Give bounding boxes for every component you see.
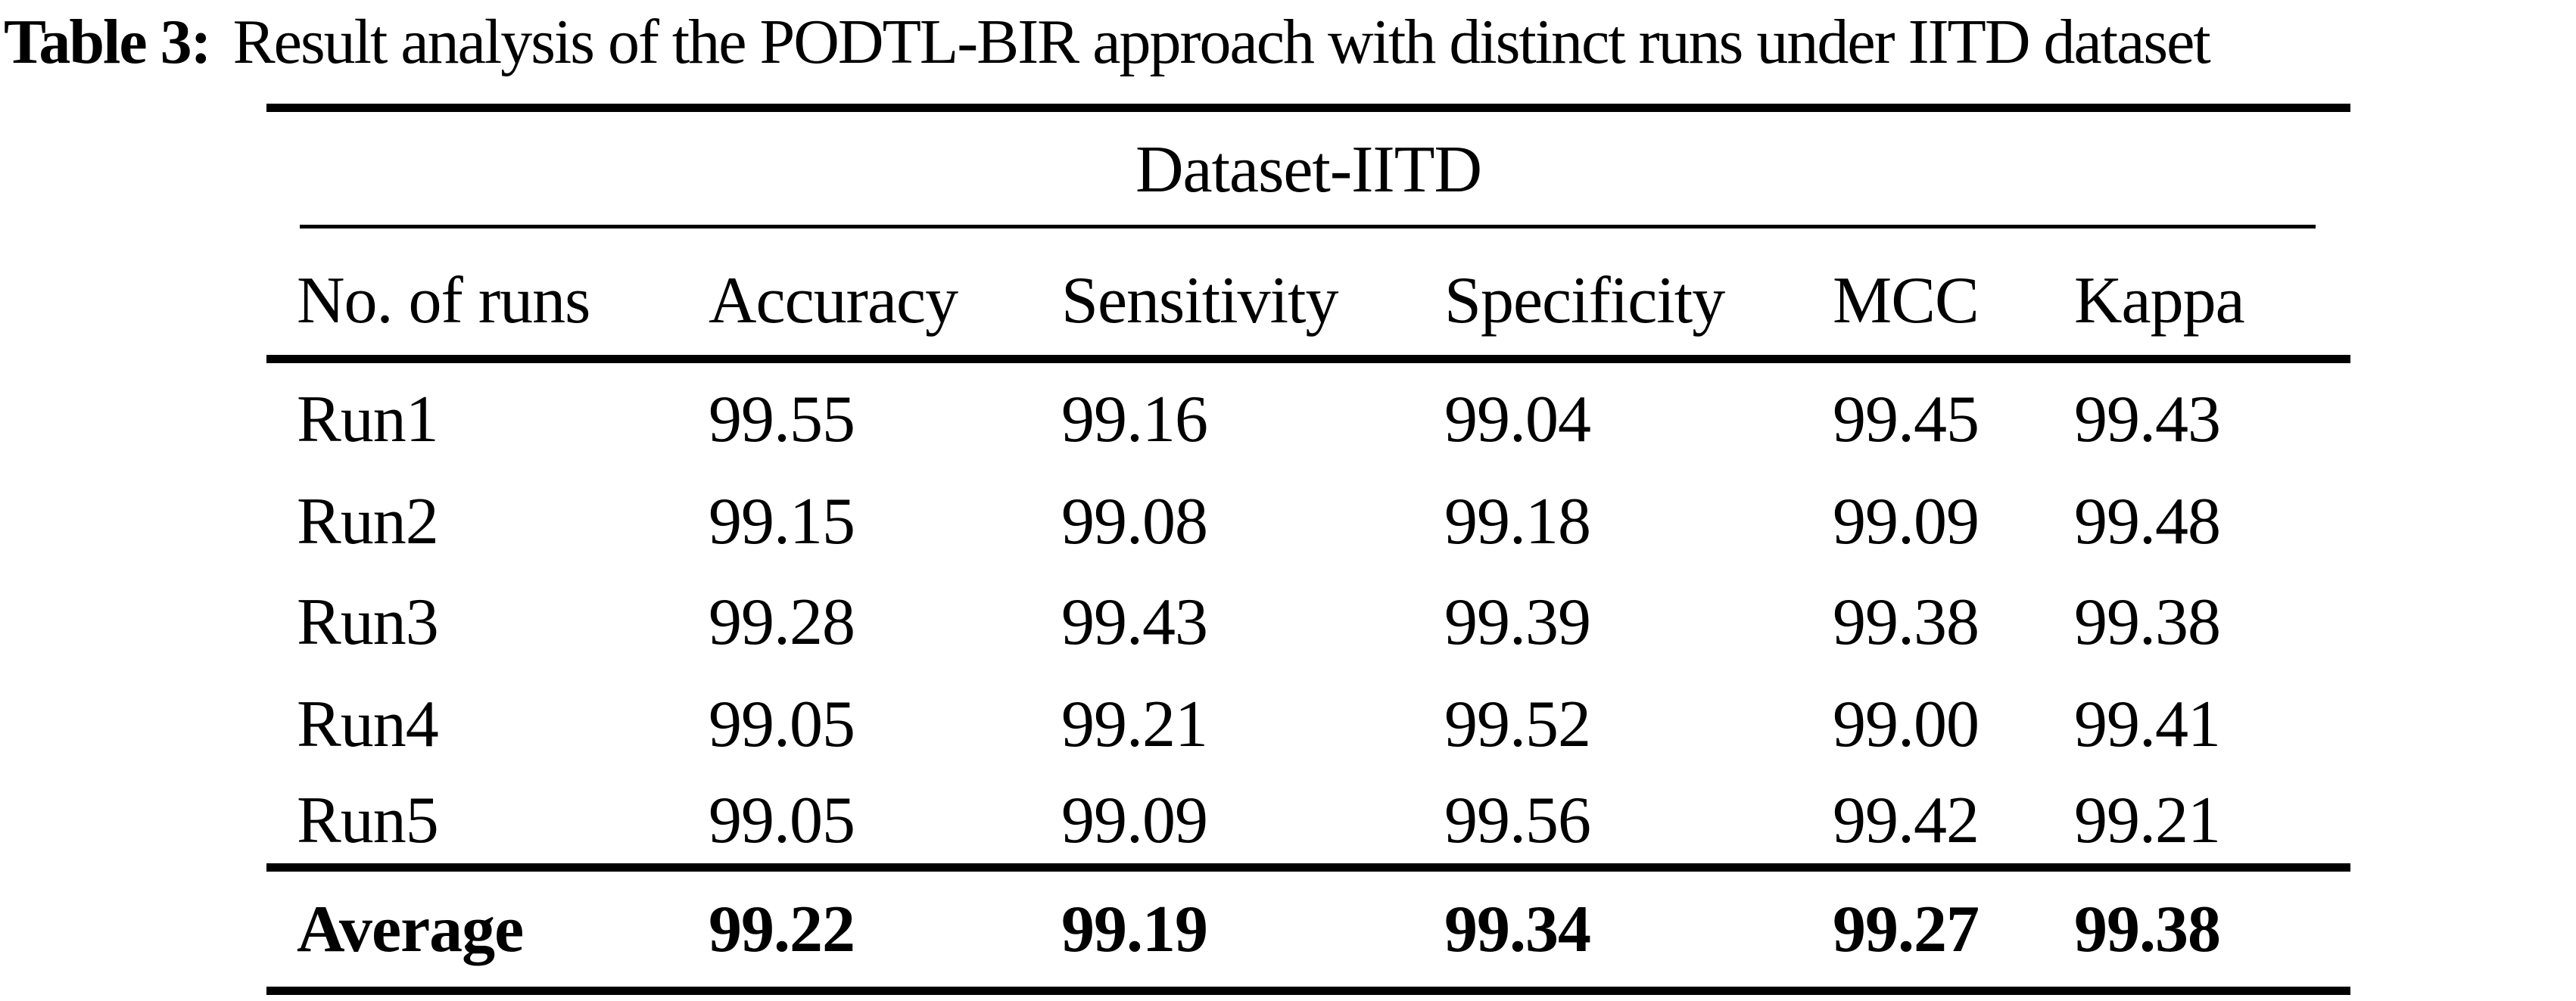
table-row-run1: Run1 99.55 99.16 99.04 99.45 99.43	[0, 378, 2576, 462]
table-top-rule	[266, 104, 2350, 112]
column-header-mcc: MCC	[1833, 264, 1980, 337]
table-header-row: No. of runs Accuracy Sensitivity Specifi…	[0, 260, 2576, 343]
cell-mcc: 99.42	[1833, 784, 1980, 857]
cell-specificity: 99.52	[1444, 688, 1591, 761]
row-label: Run4	[297, 688, 439, 761]
column-header-specificity: Specificity	[1444, 264, 1725, 337]
cell-mcc: 99.38	[1833, 586, 1980, 659]
row-label: Run3	[297, 586, 439, 659]
cell-accuracy: 99.55	[709, 383, 855, 456]
table-row-run4: Run4 99.05 99.21 99.52 99.00 99.41	[0, 683, 2576, 766]
cell-accuracy: 99.22	[709, 893, 855, 966]
cell-sensitivity: 99.21	[1061, 688, 1208, 761]
cell-kappa: 99.48	[2074, 485, 2221, 558]
cell-sensitivity: 99.08	[1061, 485, 1208, 558]
table-row-run3: Run3 99.28 99.43 99.39 99.38 99.38	[0, 581, 2576, 664]
table-caption-text: Result analysis of the PODTL-BIR approac…	[232, 7, 2211, 77]
column-header-sensitivity: Sensitivity	[1061, 264, 1338, 337]
cell-specificity: 99.04	[1444, 383, 1591, 456]
cell-specificity: 99.34	[1444, 893, 1591, 966]
group-header-dataset-iitd: Dataset-IITD	[1135, 133, 1482, 207]
row-label: Run2	[297, 485, 439, 558]
cell-kappa: 99.41	[2074, 688, 2221, 761]
table-row-run5: Run5 99.05 99.09 99.56 99.42 99.21	[0, 779, 2576, 863]
row-label: Run5	[297, 784, 439, 857]
column-header-accuracy: Accuracy	[709, 264, 958, 337]
cell-specificity: 99.18	[1444, 485, 1591, 558]
cell-mcc: 99.00	[1833, 688, 1980, 761]
header-bottom-rule	[266, 355, 2350, 363]
cell-sensitivity: 99.09	[1061, 784, 1208, 857]
table-row-average: Average 99.22 99.19 99.34 99.27 99.38	[0, 888, 2576, 971]
table-caption-label: Table 3:	[4, 7, 212, 77]
table-caption: Table 3: Result analysis of the PODTL-BIR…	[4, 5, 2211, 80]
group-header-rule	[300, 225, 2316, 228]
cell-sensitivity: 99.16	[1061, 383, 1208, 456]
column-header-kappa: Kappa	[2074, 264, 2245, 337]
cell-specificity: 99.39	[1444, 586, 1591, 659]
cell-accuracy: 99.28	[709, 586, 855, 659]
cell-specificity: 99.56	[1444, 784, 1591, 857]
table-group-header-row: Dataset-IITD	[0, 129, 2576, 212]
table-row-run2: Run2 99.15 99.08 99.18 99.09 99.48	[0, 480, 2576, 564]
cell-accuracy: 99.15	[709, 485, 855, 558]
cell-mcc: 99.45	[1833, 383, 1980, 456]
column-header-no-of-runs: No. of runs	[297, 264, 590, 337]
row-label: Run1	[297, 383, 439, 456]
cell-sensitivity: 99.43	[1061, 586, 1208, 659]
average-top-rule	[266, 863, 2350, 872]
row-label: Average	[297, 893, 524, 966]
cell-kappa: 99.21	[2074, 784, 2221, 857]
cell-accuracy: 99.05	[709, 784, 855, 857]
cell-accuracy: 99.05	[709, 688, 855, 761]
cell-kappa: 99.43	[2074, 383, 2221, 456]
table-bottom-rule	[266, 987, 2350, 995]
cell-sensitivity: 99.19	[1061, 893, 1208, 966]
cell-kappa: 99.38	[2074, 893, 2221, 966]
cell-kappa: 99.38	[2074, 586, 2221, 659]
cell-mcc: 99.09	[1833, 485, 1980, 558]
cell-mcc: 99.27	[1833, 893, 1980, 966]
